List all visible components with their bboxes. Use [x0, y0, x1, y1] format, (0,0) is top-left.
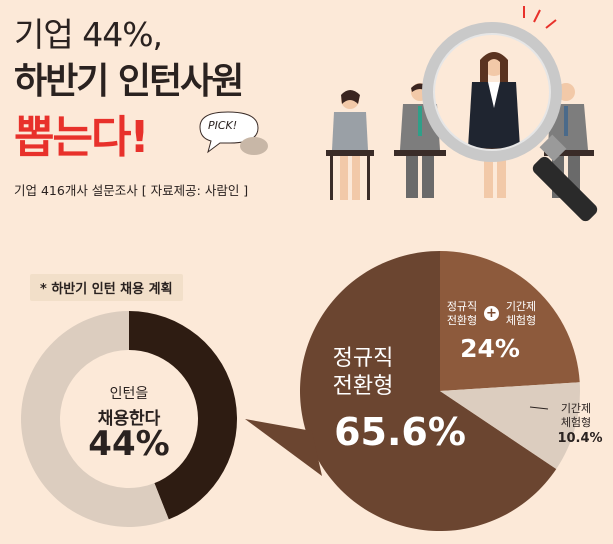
pie-mid-left-line2: 전환형: [436, 314, 488, 328]
pie-small-label-line2: 체험형: [554, 416, 598, 430]
highlight-sparks-icon: [524, 6, 556, 28]
donut-center-value: 44%: [80, 424, 178, 464]
pie-mid-slice-label-right: 기간제 체험형: [498, 300, 544, 328]
pie-small-slice-value: 10.4%: [554, 431, 606, 446]
pie-big-label-line1: 정규직: [308, 345, 418, 373]
donut-center-line1: 인턴을: [96, 383, 162, 403]
pie-mid-right-line2: 체험형: [498, 314, 544, 328]
candidate-person-2: [394, 83, 446, 198]
pie-big-label-line2: 전환형: [308, 373, 418, 401]
pie-small-label-line1: 기간제: [554, 402, 598, 416]
illustration: [0, 0, 613, 230]
pie-mid-slice-label-left: 정규직 전환형: [436, 300, 488, 328]
pie-mid-slice-value: 24%: [455, 334, 525, 363]
pie-mid-plus-icon: +: [484, 306, 499, 321]
pie-small-slice-label: 기간제 체험형: [554, 402, 598, 430]
pick-bubble-text: PICK!: [208, 119, 237, 132]
candidate-person-1: [326, 90, 374, 200]
candidate-person-3-selected: [466, 52, 522, 198]
pie-big-slice-value: 65.6%: [330, 410, 470, 454]
charts-canvas: [0, 230, 613, 544]
pie-big-slice-label: 정규직 전환형: [308, 345, 418, 401]
pie-mid-right-line1: 기간제: [498, 300, 544, 314]
pie-mid-left-line1: 정규직: [436, 300, 488, 314]
